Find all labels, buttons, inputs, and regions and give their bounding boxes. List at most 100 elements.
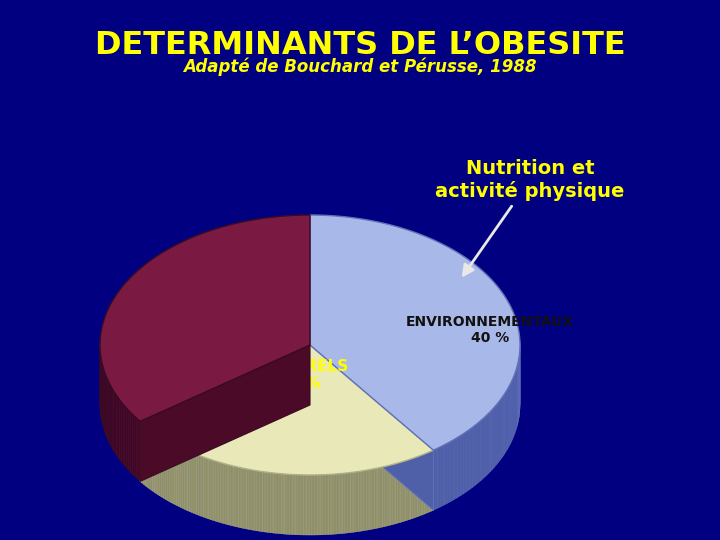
- Polygon shape: [300, 475, 303, 535]
- Polygon shape: [259, 471, 262, 531]
- Text: DETERMINANTS DE L’OBESITE: DETERMINANTS DE L’OBESITE: [95, 30, 625, 61]
- Polygon shape: [427, 452, 429, 513]
- Polygon shape: [287, 474, 289, 535]
- Polygon shape: [516, 366, 517, 429]
- Polygon shape: [238, 467, 241, 528]
- Polygon shape: [179, 446, 181, 507]
- Polygon shape: [199, 455, 201, 516]
- Polygon shape: [117, 396, 119, 458]
- Polygon shape: [194, 453, 196, 514]
- Polygon shape: [251, 470, 254, 530]
- Polygon shape: [369, 469, 372, 530]
- Polygon shape: [495, 405, 497, 467]
- Polygon shape: [116, 394, 117, 456]
- Polygon shape: [377, 468, 379, 528]
- Polygon shape: [140, 345, 310, 482]
- Polygon shape: [348, 472, 350, 533]
- Polygon shape: [417, 456, 420, 517]
- Polygon shape: [310, 345, 433, 510]
- Polygon shape: [483, 417, 485, 479]
- Polygon shape: [152, 431, 154, 492]
- Polygon shape: [276, 473, 279, 534]
- Polygon shape: [460, 434, 463, 496]
- Polygon shape: [105, 374, 106, 436]
- Polygon shape: [397, 462, 400, 523]
- Polygon shape: [405, 460, 408, 521]
- Polygon shape: [497, 402, 498, 465]
- Polygon shape: [181, 447, 183, 508]
- Polygon shape: [325, 475, 328, 535]
- Polygon shape: [122, 403, 124, 465]
- Polygon shape: [507, 387, 508, 450]
- Polygon shape: [140, 345, 310, 482]
- Polygon shape: [424, 453, 427, 514]
- Polygon shape: [441, 445, 444, 507]
- Text: Nutrition et
activité physique: Nutrition et activité physique: [436, 159, 625, 275]
- Polygon shape: [257, 471, 259, 531]
- Polygon shape: [315, 475, 318, 535]
- Polygon shape: [183, 448, 185, 509]
- Polygon shape: [356, 471, 359, 532]
- Text: ENVIRONNEMENTAUX
40 %: ENVIRONNEMENTAUX 40 %: [406, 315, 574, 345]
- Polygon shape: [282, 474, 284, 534]
- Polygon shape: [339, 474, 342, 534]
- Polygon shape: [387, 465, 390, 526]
- Polygon shape: [132, 414, 133, 475]
- Polygon shape: [160, 436, 162, 497]
- Polygon shape: [318, 475, 320, 535]
- Polygon shape: [246, 469, 249, 529]
- Polygon shape: [170, 442, 172, 503]
- Polygon shape: [203, 457, 206, 518]
- Polygon shape: [420, 455, 422, 516]
- Polygon shape: [110, 385, 112, 448]
- Polygon shape: [187, 450, 189, 511]
- Polygon shape: [138, 420, 140, 482]
- Polygon shape: [124, 405, 125, 467]
- Polygon shape: [166, 440, 168, 501]
- Text: Adapté de Bouchard et Pérusse, 1988: Adapté de Bouchard et Pérusse, 1988: [183, 57, 537, 76]
- Polygon shape: [508, 384, 510, 447]
- Polygon shape: [235, 467, 238, 527]
- Polygon shape: [107, 378, 108, 441]
- Polygon shape: [306, 475, 309, 535]
- Polygon shape: [147, 427, 148, 488]
- Polygon shape: [225, 464, 228, 525]
- Polygon shape: [475, 423, 477, 485]
- Polygon shape: [273, 473, 276, 534]
- Polygon shape: [265, 472, 268, 532]
- Polygon shape: [156, 433, 158, 495]
- Polygon shape: [361, 471, 364, 531]
- Polygon shape: [125, 407, 127, 469]
- Polygon shape: [270, 472, 273, 533]
- Polygon shape: [208, 458, 210, 519]
- Polygon shape: [505, 390, 507, 453]
- Polygon shape: [298, 475, 300, 535]
- Polygon shape: [485, 414, 487, 477]
- Polygon shape: [220, 463, 223, 523]
- Polygon shape: [447, 442, 451, 503]
- Polygon shape: [215, 461, 218, 522]
- Polygon shape: [323, 475, 325, 535]
- Polygon shape: [312, 475, 315, 535]
- Polygon shape: [145, 426, 147, 487]
- Polygon shape: [410, 458, 413, 519]
- Polygon shape: [395, 463, 397, 524]
- Polygon shape: [284, 474, 287, 534]
- Polygon shape: [210, 460, 213, 520]
- Polygon shape: [467, 430, 469, 492]
- Polygon shape: [233, 466, 235, 526]
- Polygon shape: [364, 470, 366, 531]
- Polygon shape: [142, 423, 143, 484]
- Polygon shape: [500, 397, 503, 460]
- Polygon shape: [309, 475, 312, 535]
- Polygon shape: [415, 457, 417, 518]
- Polygon shape: [295, 475, 298, 535]
- Polygon shape: [206, 458, 208, 518]
- Text: CULTURELS
35 %: CULTURELS 35 %: [252, 359, 348, 391]
- Polygon shape: [310, 215, 520, 450]
- Polygon shape: [408, 460, 410, 520]
- Polygon shape: [241, 468, 243, 528]
- Polygon shape: [444, 443, 447, 505]
- Polygon shape: [392, 464, 395, 524]
- Polygon shape: [390, 464, 392, 525]
